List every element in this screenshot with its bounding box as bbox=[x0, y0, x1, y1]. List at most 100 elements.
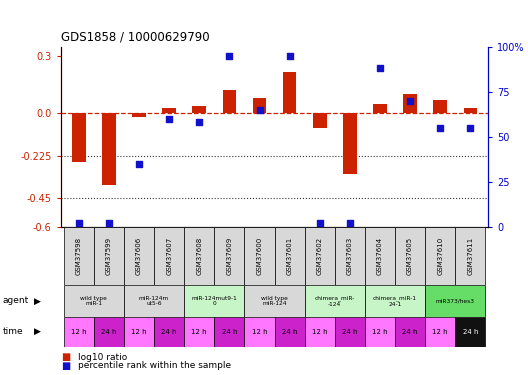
Text: 24 h: 24 h bbox=[463, 329, 478, 335]
Bar bbox=[335, 227, 365, 285]
Text: GSM37610: GSM37610 bbox=[437, 237, 443, 275]
Bar bbox=[244, 317, 275, 347]
Bar bbox=[365, 227, 395, 285]
Point bbox=[316, 220, 324, 226]
Text: ■: ■ bbox=[61, 361, 70, 370]
Text: GDS1858 / 10000629790: GDS1858 / 10000629790 bbox=[61, 30, 209, 43]
Bar bbox=[455, 317, 485, 347]
Bar bbox=[373, 104, 386, 113]
Text: 12 h: 12 h bbox=[252, 329, 267, 335]
Bar bbox=[275, 317, 305, 347]
Bar bbox=[244, 285, 305, 317]
Point bbox=[286, 53, 294, 59]
Point bbox=[406, 98, 414, 104]
Bar bbox=[223, 90, 236, 113]
Bar bbox=[425, 285, 485, 317]
Bar bbox=[64, 317, 94, 347]
Text: GSM37607: GSM37607 bbox=[166, 237, 172, 275]
Text: ▶: ▶ bbox=[34, 327, 41, 336]
Text: chimera_miR-1
24-1: chimera_miR-1 24-1 bbox=[373, 295, 417, 307]
Text: 12 h: 12 h bbox=[71, 329, 87, 335]
Text: 12 h: 12 h bbox=[131, 329, 147, 335]
Text: GSM37603: GSM37603 bbox=[347, 237, 353, 275]
Point bbox=[376, 66, 384, 72]
Bar bbox=[94, 227, 124, 285]
Bar bbox=[425, 227, 455, 285]
Text: miR-124mut9-1
0: miR-124mut9-1 0 bbox=[192, 296, 237, 306]
Bar bbox=[365, 285, 425, 317]
Point bbox=[225, 53, 233, 59]
Bar bbox=[305, 317, 335, 347]
Bar bbox=[365, 317, 395, 347]
Bar bbox=[163, 108, 176, 113]
Bar bbox=[124, 317, 154, 347]
Text: wild type
miR-124: wild type miR-124 bbox=[261, 296, 288, 306]
Bar bbox=[184, 227, 214, 285]
Text: wild type
miR-1: wild type miR-1 bbox=[80, 296, 107, 306]
Text: 24 h: 24 h bbox=[402, 329, 418, 335]
Bar bbox=[64, 285, 124, 317]
Bar bbox=[154, 317, 184, 347]
Text: 24 h: 24 h bbox=[342, 329, 357, 335]
Point bbox=[105, 220, 113, 226]
Bar bbox=[305, 227, 335, 285]
Text: 24 h: 24 h bbox=[282, 329, 297, 335]
Point bbox=[466, 125, 475, 131]
Bar bbox=[425, 317, 455, 347]
Text: percentile rank within the sample: percentile rank within the sample bbox=[78, 361, 231, 370]
Bar bbox=[214, 227, 244, 285]
Bar bbox=[244, 227, 275, 285]
Text: ▶: ▶ bbox=[34, 296, 41, 305]
Text: GSM37602: GSM37602 bbox=[317, 237, 323, 275]
Bar bbox=[395, 227, 425, 285]
Bar bbox=[184, 285, 244, 317]
Text: ■: ■ bbox=[61, 352, 70, 362]
Bar bbox=[94, 317, 124, 347]
Point bbox=[255, 107, 263, 113]
Text: GSM37598: GSM37598 bbox=[76, 237, 82, 275]
Text: GSM37601: GSM37601 bbox=[287, 237, 293, 275]
Point bbox=[346, 220, 354, 226]
Text: GSM37609: GSM37609 bbox=[227, 237, 232, 275]
Bar bbox=[72, 113, 86, 162]
Bar bbox=[253, 98, 266, 113]
Point bbox=[135, 161, 143, 167]
Bar bbox=[214, 317, 244, 347]
Bar bbox=[102, 113, 116, 185]
Point bbox=[436, 125, 445, 131]
Bar bbox=[154, 227, 184, 285]
Bar bbox=[305, 285, 365, 317]
Text: agent: agent bbox=[3, 296, 29, 305]
Point bbox=[195, 120, 203, 126]
Bar bbox=[433, 100, 447, 113]
Text: GSM37608: GSM37608 bbox=[196, 237, 202, 275]
Bar bbox=[184, 317, 214, 347]
Bar bbox=[124, 227, 154, 285]
Text: 24 h: 24 h bbox=[101, 329, 117, 335]
Text: GSM37600: GSM37600 bbox=[257, 237, 262, 275]
Bar bbox=[343, 113, 356, 174]
Text: log10 ratio: log10 ratio bbox=[78, 353, 127, 362]
Bar bbox=[455, 227, 485, 285]
Bar bbox=[275, 227, 305, 285]
Bar bbox=[283, 72, 296, 113]
Text: miR373/hes3: miR373/hes3 bbox=[436, 298, 475, 303]
Text: GSM37605: GSM37605 bbox=[407, 237, 413, 275]
Text: GSM37604: GSM37604 bbox=[377, 237, 383, 275]
Text: miR-124m
ut5-6: miR-124m ut5-6 bbox=[139, 296, 169, 306]
Bar bbox=[464, 108, 477, 113]
Text: 24 h: 24 h bbox=[162, 329, 177, 335]
Text: 12 h: 12 h bbox=[432, 329, 448, 335]
Text: GSM37611: GSM37611 bbox=[467, 237, 473, 275]
Text: chimera_miR-
-124: chimera_miR- -124 bbox=[315, 295, 355, 307]
Bar bbox=[132, 113, 146, 117]
Bar bbox=[403, 94, 417, 113]
Bar bbox=[395, 317, 425, 347]
Text: 24 h: 24 h bbox=[222, 329, 237, 335]
Point bbox=[165, 116, 173, 122]
Text: 12 h: 12 h bbox=[192, 329, 207, 335]
Text: 12 h: 12 h bbox=[372, 329, 388, 335]
Point bbox=[74, 220, 83, 226]
Text: 12 h: 12 h bbox=[312, 329, 327, 335]
Text: GSM37599: GSM37599 bbox=[106, 237, 112, 275]
